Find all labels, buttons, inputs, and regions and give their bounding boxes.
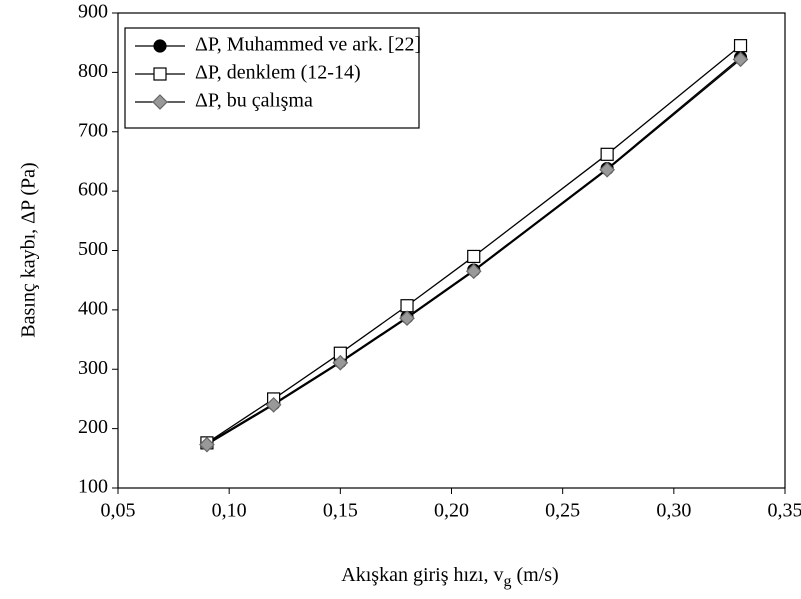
marker (399, 310, 415, 327)
marker (467, 249, 481, 264)
x-tick-label: 0,05 (101, 500, 136, 522)
marker (265, 397, 282, 413)
legend-marker (153, 39, 167, 53)
x-tick-label: 0,20 (434, 500, 469, 522)
marker (465, 263, 482, 280)
x-axis-label-part: Akışkan giriş hızı, v (341, 564, 503, 586)
legend-label: ΔP, denklem (12-14) (195, 62, 361, 84)
marker (732, 51, 749, 68)
x-axis-label-part: (m/s) (512, 564, 559, 586)
x-axis-label: Akışkan giriş hızı, vg (m/s) (341, 564, 558, 590)
y-tick-label: 200 (78, 416, 108, 438)
legend-label: ΔP, Muhammed ve ark. [22] (195, 34, 421, 56)
x-tick-label: 0,35 (768, 500, 801, 522)
y-tick-label: 300 (78, 357, 108, 379)
legend-marker (152, 94, 168, 110)
marker (332, 354, 349, 371)
y-tick-label: 900 (78, 1, 108, 23)
marker (600, 147, 614, 161)
marker (199, 436, 215, 453)
x-tick-label: 0,30 (656, 500, 691, 522)
marker (599, 161, 615, 178)
x-tick-label: 0,15 (323, 500, 358, 522)
y-tick-label: 600 (78, 179, 108, 201)
y-tick-label: 700 (78, 119, 108, 141)
legend-box (124, 27, 420, 129)
y-tick-label: 400 (78, 297, 108, 319)
marker (733, 39, 748, 53)
legend-marker (153, 67, 167, 81)
x-tick-label: 0,10 (212, 500, 247, 522)
marker (400, 299, 414, 313)
y-axis-label: Basınç kaybı, ΔP (Pa) (18, 162, 40, 337)
y-tick-label: 800 (78, 60, 108, 82)
y-tick-label: 500 (78, 238, 108, 260)
y-tick-label: 100 (78, 476, 108, 498)
x-tick-label: 0,25 (545, 500, 580, 522)
x-axis-label-subscript: g (504, 573, 512, 590)
legend-label: ΔP, bu çalışma (195, 90, 313, 112)
legend: ΔP, Muhammed ve ark. [22] ΔP, denklem (12… (124, 27, 421, 129)
